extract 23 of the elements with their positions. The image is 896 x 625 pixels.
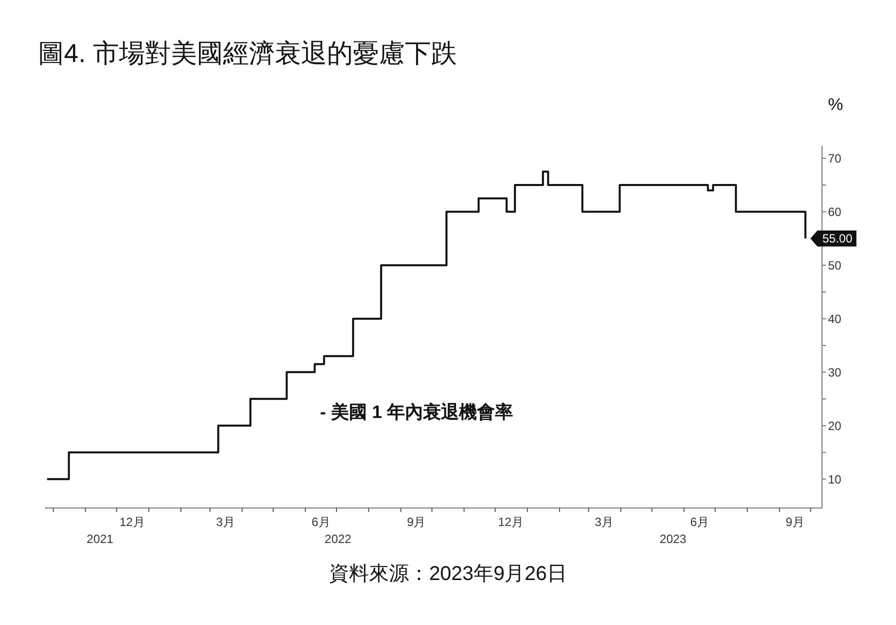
- x-tick-label: 3月: [594, 515, 614, 529]
- y-tick-label: 10: [828, 472, 842, 486]
- chart-title: 圖4. 市場對美國經濟衰退的憂慮下跌: [38, 37, 457, 70]
- data-label: 55.00: [822, 232, 853, 246]
- text: 2022: [324, 532, 352, 546]
- y-tick-label: 60: [828, 205, 842, 220]
- x-tick-label: 9月: [407, 515, 426, 529]
- x-tick-label: 12月: [119, 515, 145, 529]
- y-tick-label: 20: [828, 418, 842, 433]
- x-tick-label: 12月: [498, 515, 524, 529]
- x-tick-label: 9月: [786, 515, 804, 529]
- text: 2023: [658, 532, 688, 546]
- y-tick-label: 40: [828, 312, 842, 326]
- series-label: - 美國 1 年內衰退機會率: [320, 402, 514, 422]
- y-tick-label: 70: [828, 152, 842, 166]
- source-note: 資料來源：2023年9月26日: [328, 562, 568, 587]
- x-tick-label: 3月: [216, 515, 235, 529]
- y-tick-label: 30: [828, 365, 842, 380]
- y-tick-label: 50: [828, 258, 842, 272]
- text: 2021: [86, 532, 114, 546]
- x-tick-label: 6月: [312, 515, 330, 529]
- y-axis-title: %: [828, 95, 844, 115]
- x-tick-label: 6月: [690, 515, 709, 529]
